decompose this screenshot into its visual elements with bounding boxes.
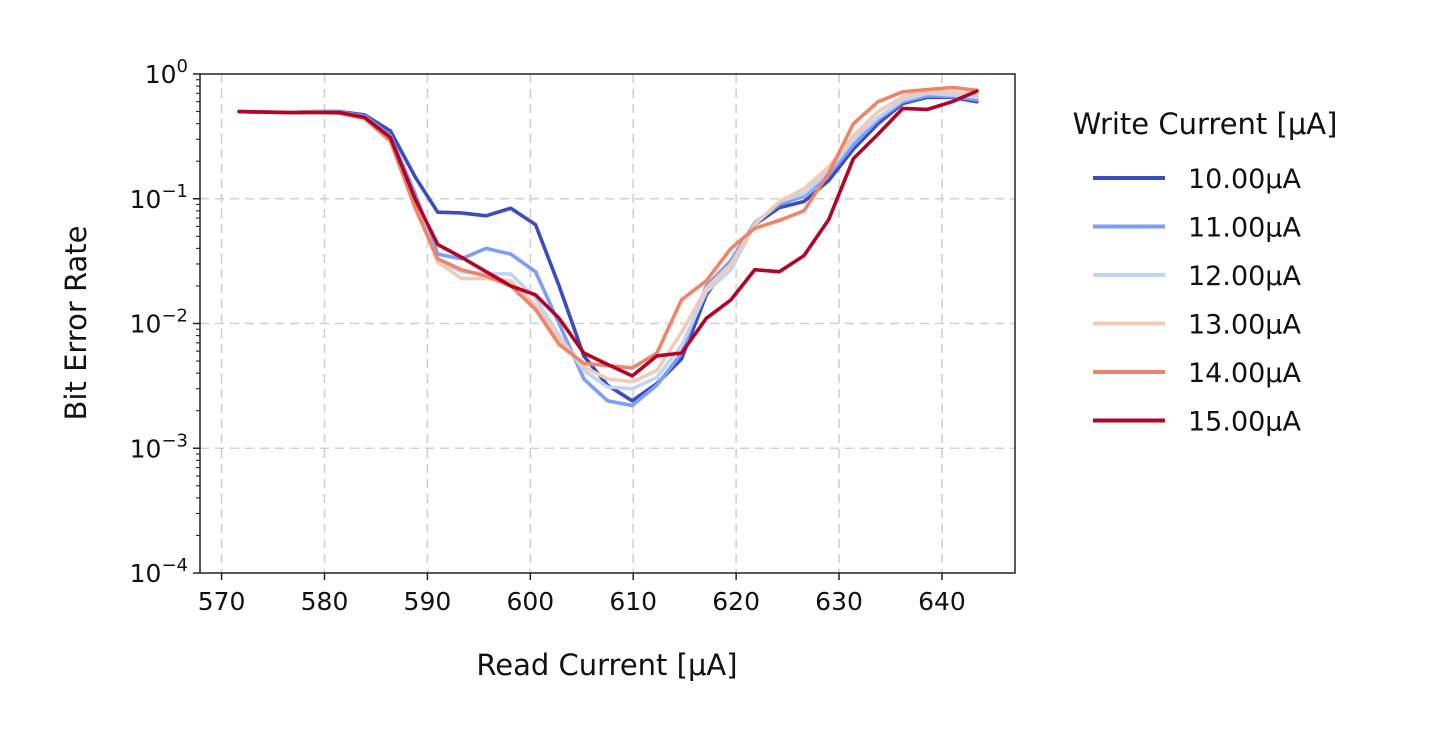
legend-items: 10.00μA 11.00μA 12.00μA 13.00μA 14.00μA 15.00… [1093,164,1301,438]
series-line [237,95,979,403]
grid-layer [200,74,1015,573]
legend-item: 14.00μA [1093,358,1301,389]
legend-label: 13.00μA [1188,310,1301,341]
legend-item: 13.00μA [1093,310,1301,341]
x-tick-label: 610 [609,587,657,616]
x-axis-label: Read Current [μA] [476,648,737,682]
legend-label: 11.00μA [1188,213,1301,244]
y-axis-ticks: 100 10−1 10−2 10−3 10−4 [130,56,200,588]
legend-item: 15.00μA [1093,407,1301,438]
x-tick-label: 600 [506,587,554,616]
y-tick-label: 10−1 [130,181,188,214]
legend-title: Write Current [μA] [1073,107,1338,141]
legend-label: 12.00μA [1188,261,1301,292]
legend-label: 10.00μA [1188,164,1301,195]
y-tick-label: 10−4 [130,555,188,588]
x-tick-label: 630 [815,587,863,616]
x-axis-ticks: 570 580 590 600 610 620 630 640 [198,573,966,616]
x-tick-label: 570 [198,587,246,616]
y-tick-label: 10−3 [130,430,188,463]
series-line [237,93,979,408]
y-tick-label: 10−2 [130,306,188,339]
x-tick-label: 590 [404,587,452,616]
series-layer [237,85,979,408]
legend-item: 12.00μA [1093,261,1301,292]
series-line [237,89,979,378]
legend-label: 14.00μA [1188,358,1301,389]
legend-item: 11.00μA [1093,213,1301,244]
y-tick-label: 100 [145,56,188,89]
legend-label: 15.00μA [1188,407,1301,438]
x-tick-label: 640 [918,587,966,616]
legend-item: 10.00μA [1093,164,1301,195]
y-axis-label: Bit Error Rate [59,226,93,421]
legend: Write Current [μA] 10.00μA 11.00μA 12.00μA… [1073,107,1338,438]
x-tick-label: 580 [301,587,349,616]
x-tick-label: 620 [712,587,760,616]
